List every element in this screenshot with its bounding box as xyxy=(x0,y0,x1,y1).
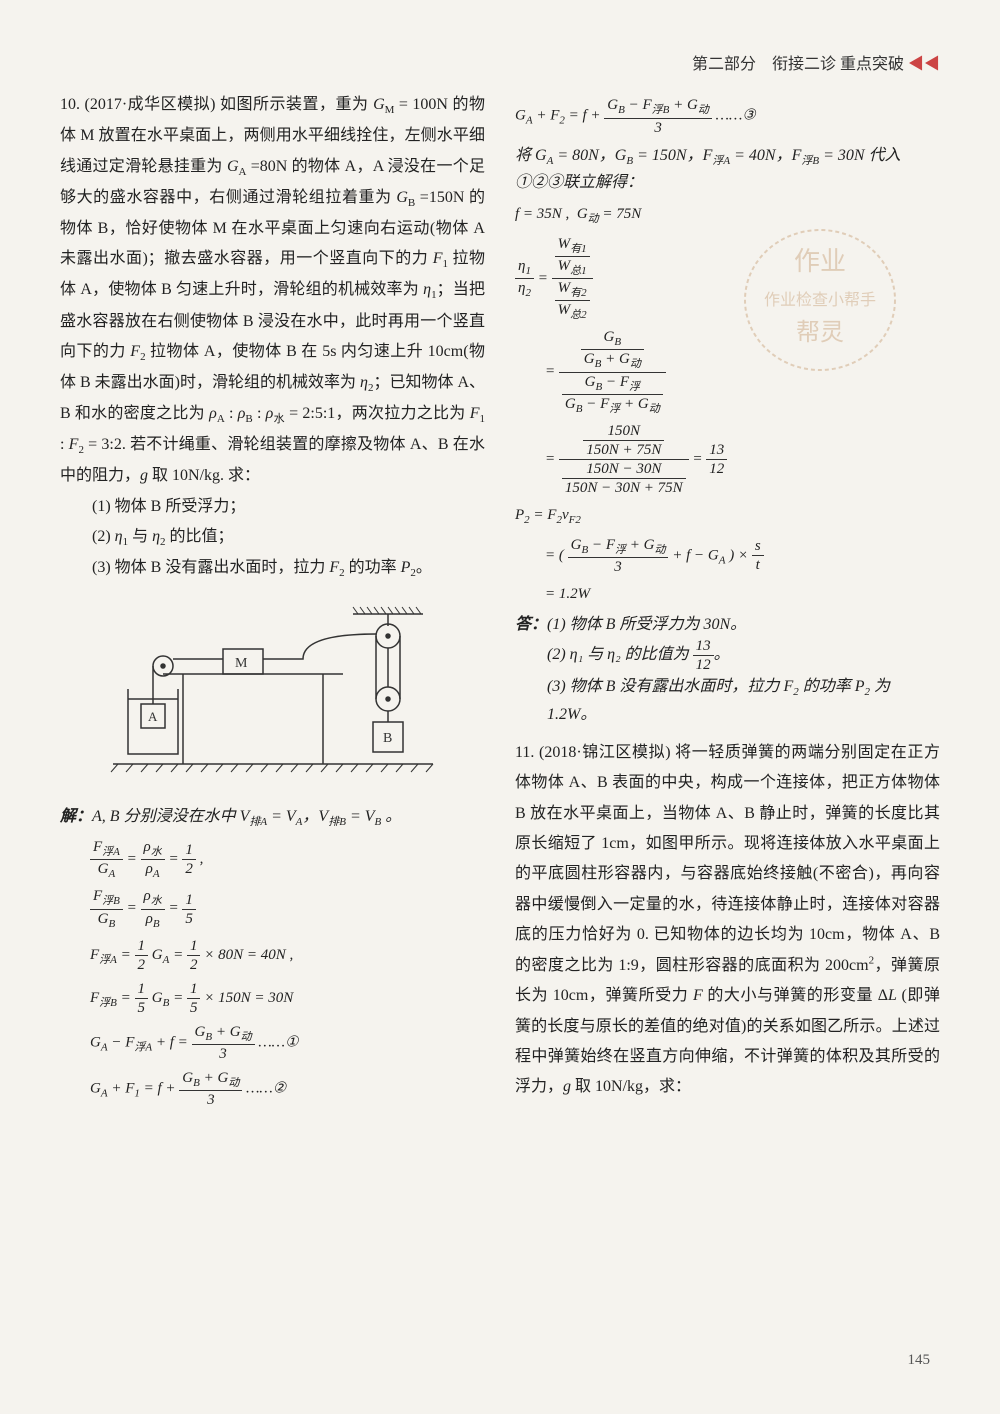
eq-fua-val: F浮A = 12 GA = 12 × 80N = 40N , xyxy=(90,937,485,974)
problem-number: 10. xyxy=(60,96,80,113)
q10-2: (2) η1 与 η2 的比值； xyxy=(60,522,485,553)
answer-1: (1) 物体 B 所受浮力为 30N。 xyxy=(547,616,746,633)
eq-circle-3: GA + F2 = f + GB − F浮B + G动3 ……③ xyxy=(515,96,940,136)
left-column: 10. (2017·成华区模拟) 如图所示装置，重为 GM = 100N 的物体… xyxy=(60,90,485,1115)
eq-fub-gb: F浮BGB = ρ水ρB = 15 xyxy=(90,887,485,930)
header-title: 衔接二诊 重点突破 xyxy=(772,56,904,73)
eq-eta-step2: = GBGB + G动 GB − F浮GB − F浮 + G动 xyxy=(545,328,940,416)
substitute-text: 将 GA = 80N，GB = 150N，F浮A = 40N，F浮B = 30N… xyxy=(515,143,940,196)
eq-f-gdong: f = 35N , G动 = 75N xyxy=(515,202,940,229)
problem-body: 如图所示装置，重为 GM = 100N 的物体 M 放置在水平桌面上，两侧用水平… xyxy=(60,96,485,484)
solution-10: 解：A, B 分别浸没在水中 V排A = VA，V排B = VB 。 F浮AGA… xyxy=(60,804,485,1109)
problem-11-number: 11. xyxy=(515,744,534,761)
answer-3: (3) 物体 B 没有露出水面时，拉力 F2 的功率 P2 为 1.2W。 xyxy=(515,674,940,727)
problem-11: 11. (2018·锦江区模拟) 将一轻质弹簧的两端分别固定在正方体物体 A、B… xyxy=(515,738,940,1103)
problem-10-diagram: B M A xyxy=(103,604,443,784)
problem-11-body: 将一轻质弹簧的两端分别固定在正方体物体 A、B 表面的中央，构成一个连接体，把正… xyxy=(515,744,940,1096)
eq-eta-ratio: η1η2 = W有1W总1 W有2W总2 xyxy=(515,235,940,323)
two-column-layout: 10. (2017·成华区模拟) 如图所示装置，重为 GM = 100N 的物体… xyxy=(60,90,940,1115)
eq-fua-ga: F浮AGA = ρ水ρA = 12 , xyxy=(90,838,485,881)
eq-p2-line1: P2 = F2vF2 xyxy=(515,503,940,530)
eq-p2-line2: = ( GB − F浮 + G动3 + f − GA ) × st xyxy=(545,536,940,576)
eq-circle-1: GA − F浮A + f = GB + G动3 ……① xyxy=(90,1023,485,1063)
problem-10: 10. (2017·成华区模拟) 如图所示装置，重为 GM = 100N 的物体… xyxy=(60,90,485,491)
q10-1: (1) 物体 B 所受浮力； xyxy=(60,492,485,522)
eq-circle-2: GA + F1 = f + GB + G动3 ……② xyxy=(90,1069,485,1109)
sol-label: 解：A, B 分别浸没在水中 V排A = VA，V排B = VB 。 xyxy=(60,804,485,832)
page-number: 145 xyxy=(908,1346,931,1375)
right-column: GA + F2 = f + GB − F浮B + G动3 ……③ 将 GA = … xyxy=(515,90,940,1115)
eq-fub-val: F浮B = 15 GB = 15 × 150N = 30N xyxy=(90,980,485,1017)
eq-p2-result: = 1.2W xyxy=(545,582,940,606)
svg-text:B: B xyxy=(383,731,392,746)
problem-source: (2017·成华区模拟) xyxy=(85,96,216,113)
sol-intro: A, B 分别浸没在水中 V排A = VA，V排B = VB 。 xyxy=(92,808,401,825)
q10-3: (3) 物体 B 没有露出水面时，拉力 F2 的功率 P2。 xyxy=(60,553,485,584)
svg-text:A: A xyxy=(148,709,158,724)
page-header: 第二部分 衔接二诊 重点突破 ◀◀ xyxy=(60,50,940,80)
solution-10-cont: GA + F2 = f + GB − F浮B + G动3 ……③ 将 GA = … xyxy=(515,96,940,727)
eq-eta-step3: = 150N150N + 75N 150N − 30N150N − 30N + … xyxy=(545,422,940,497)
svg-text:M: M xyxy=(235,656,248,671)
answer-label: 答：(1) 物体 B 所受浮力为 30N。 xyxy=(515,612,940,638)
answer-2: (2) η₁ 与 η₂ 的比值为 1312。 xyxy=(515,637,940,674)
header-part: 第二部分 xyxy=(692,56,756,73)
problem-11-source: (2018·锦江区模拟) xyxy=(539,744,671,761)
header-arrow: ◀◀ xyxy=(908,56,940,73)
